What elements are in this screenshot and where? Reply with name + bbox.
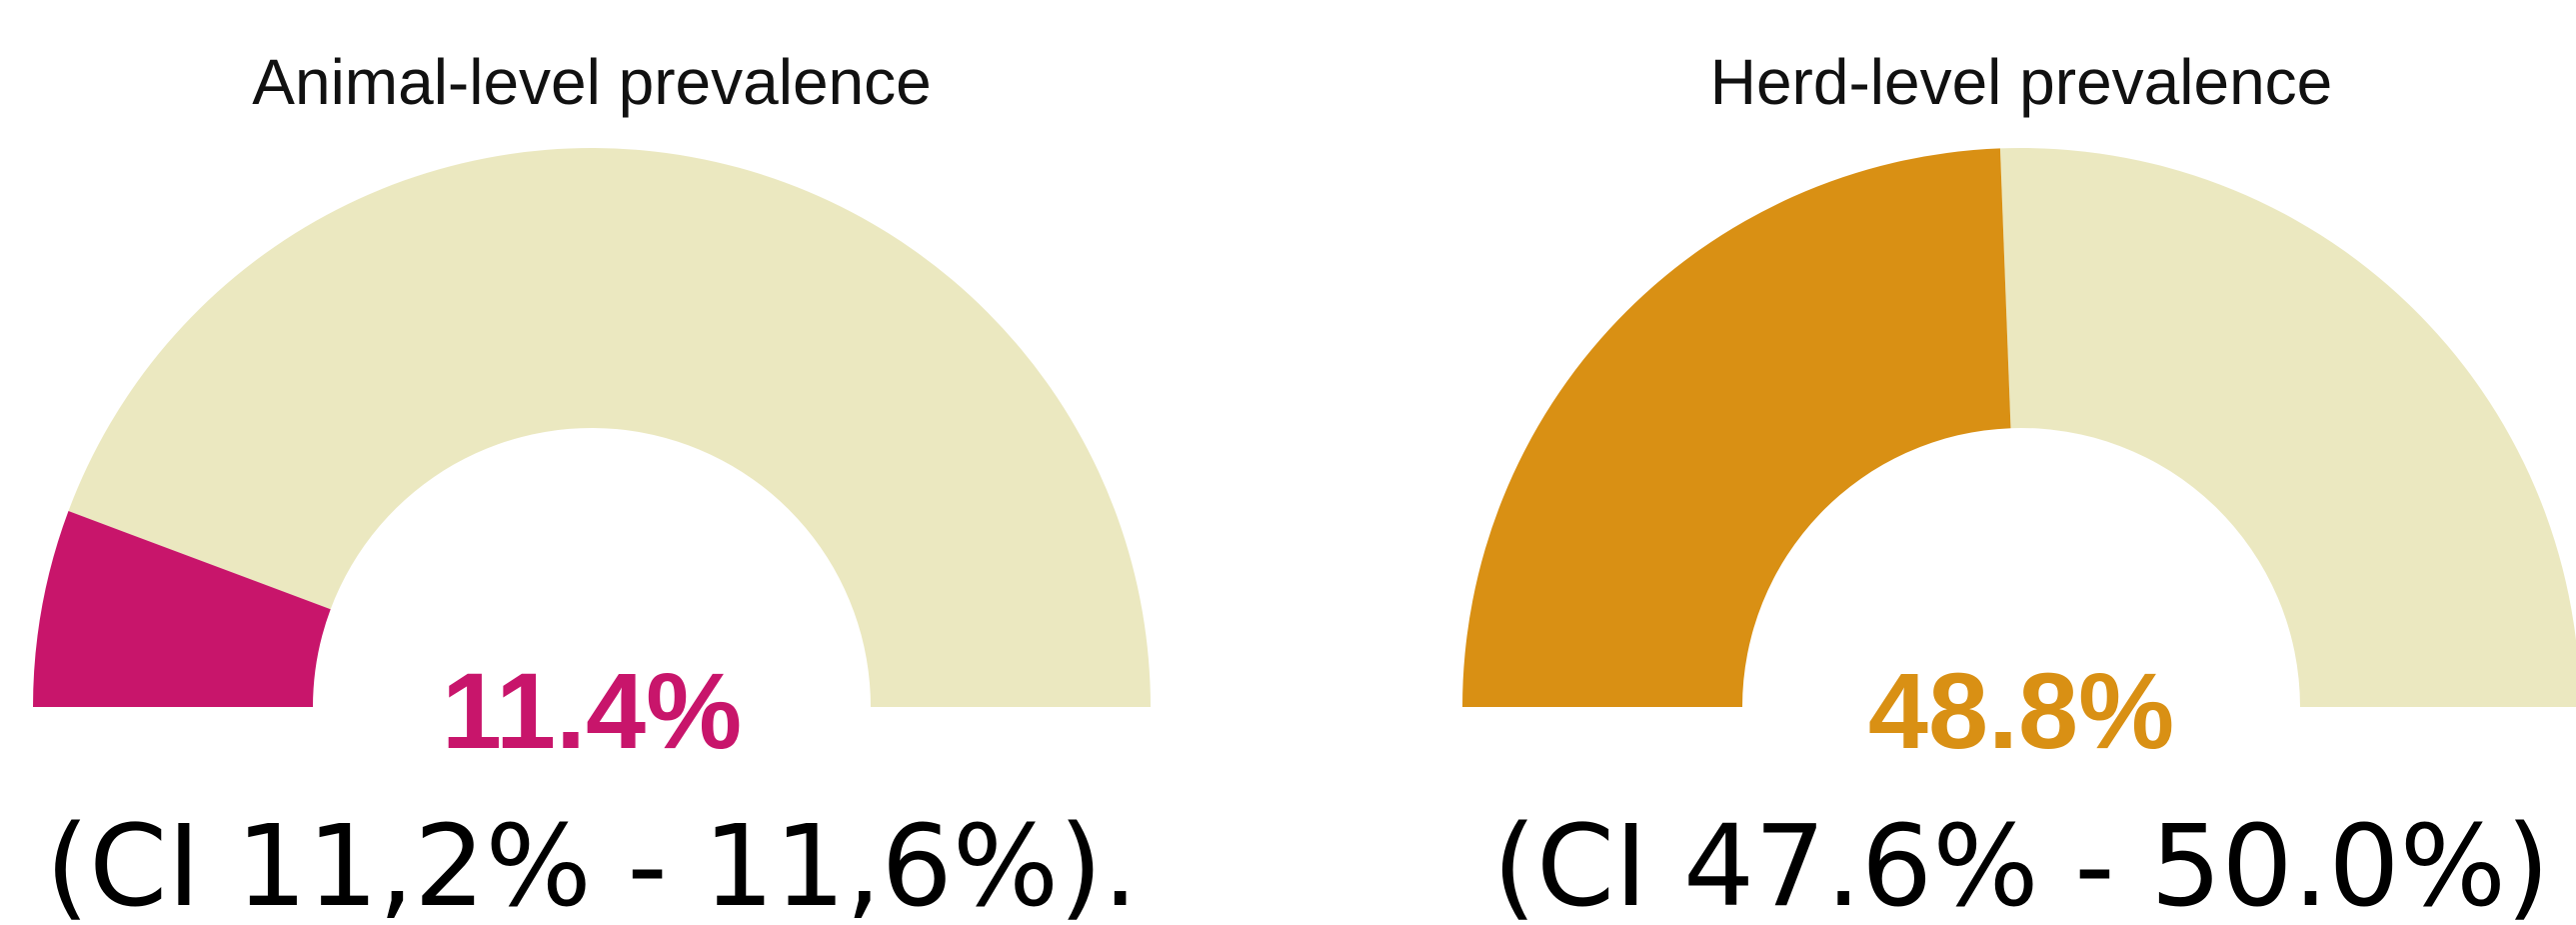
annotation: (CI 47.6% - 50.0%) bbox=[1492, 802, 2549, 925]
annotation: (CI 11,2% - 11,6%). bbox=[45, 802, 1138, 925]
gauge-track bbox=[1999, 148, 2576, 707]
gauge-value bbox=[1462, 148, 2011, 707]
value-label: 48.8% bbox=[1868, 650, 2174, 771]
chart-title: Herd-level prevalence bbox=[1710, 46, 2333, 118]
chart-title: Animal-level prevalence bbox=[252, 46, 931, 118]
value-label: 11.4% bbox=[442, 650, 742, 771]
gauge-value bbox=[33, 511, 331, 707]
gauge-track bbox=[68, 148, 1151, 707]
